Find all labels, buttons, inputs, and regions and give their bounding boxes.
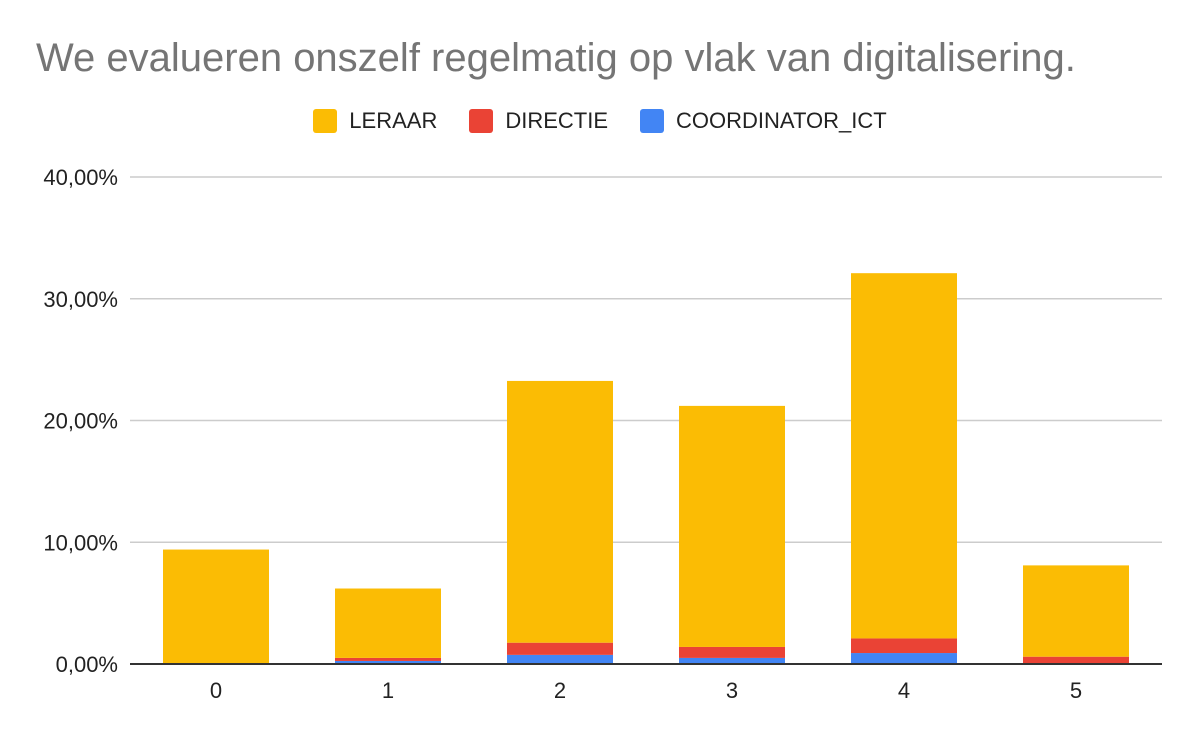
x-tick-label: 0 bbox=[210, 678, 222, 703]
bar-segment bbox=[507, 654, 613, 664]
bar-segment bbox=[335, 657, 441, 661]
chart-legend: LERAAR DIRECTIE COORDINATOR_ICT bbox=[0, 108, 1200, 134]
bar-segment bbox=[851, 653, 957, 664]
legend-label-coordinator-ict: COORDINATOR_ICT bbox=[676, 108, 887, 133]
legend-label-directie: DIRECTIE bbox=[505, 108, 609, 133]
x-tick-label: 5 bbox=[1070, 678, 1082, 703]
legend-swatch-coordinator-ict bbox=[640, 109, 665, 133]
bar-segment bbox=[507, 380, 613, 643]
bar-segment bbox=[163, 549, 269, 664]
x-tick-label: 1 bbox=[382, 678, 394, 703]
x-tick-label: 4 bbox=[898, 678, 910, 703]
bar-segment bbox=[851, 638, 957, 654]
legend-swatch-leraar bbox=[313, 109, 338, 133]
y-tick-label: 20,00% bbox=[43, 409, 118, 434]
bar-segment bbox=[1023, 656, 1129, 664]
legend-label-leraar: LERAAR bbox=[349, 108, 438, 133]
chart-title: We evalueren onszelf regelmatig op vlak … bbox=[36, 36, 1076, 80]
bar-segment bbox=[335, 660, 441, 664]
legend-item-coordinator-ict: COORDINATOR_ICT bbox=[640, 108, 887, 134]
legend-item-directie: DIRECTIE bbox=[469, 108, 608, 134]
bar-segment bbox=[679, 657, 785, 664]
y-tick-label: 40,00% bbox=[43, 165, 118, 190]
y-tick-label: 10,00% bbox=[43, 530, 118, 555]
bar-segment bbox=[335, 588, 441, 658]
bar-segment bbox=[679, 646, 785, 658]
legend-swatch-directie bbox=[469, 109, 494, 133]
bar-segment bbox=[507, 642, 613, 655]
x-tick-label: 2 bbox=[554, 678, 566, 703]
bar-segment bbox=[851, 273, 957, 639]
bar-segment bbox=[1023, 565, 1129, 657]
x-tick-label: 3 bbox=[726, 678, 738, 703]
y-tick-label: 30,00% bbox=[43, 287, 118, 312]
y-tick-label: 0,00% bbox=[56, 652, 118, 677]
legend-item-leraar: LERAAR bbox=[313, 108, 437, 134]
bar-segment bbox=[679, 405, 785, 647]
